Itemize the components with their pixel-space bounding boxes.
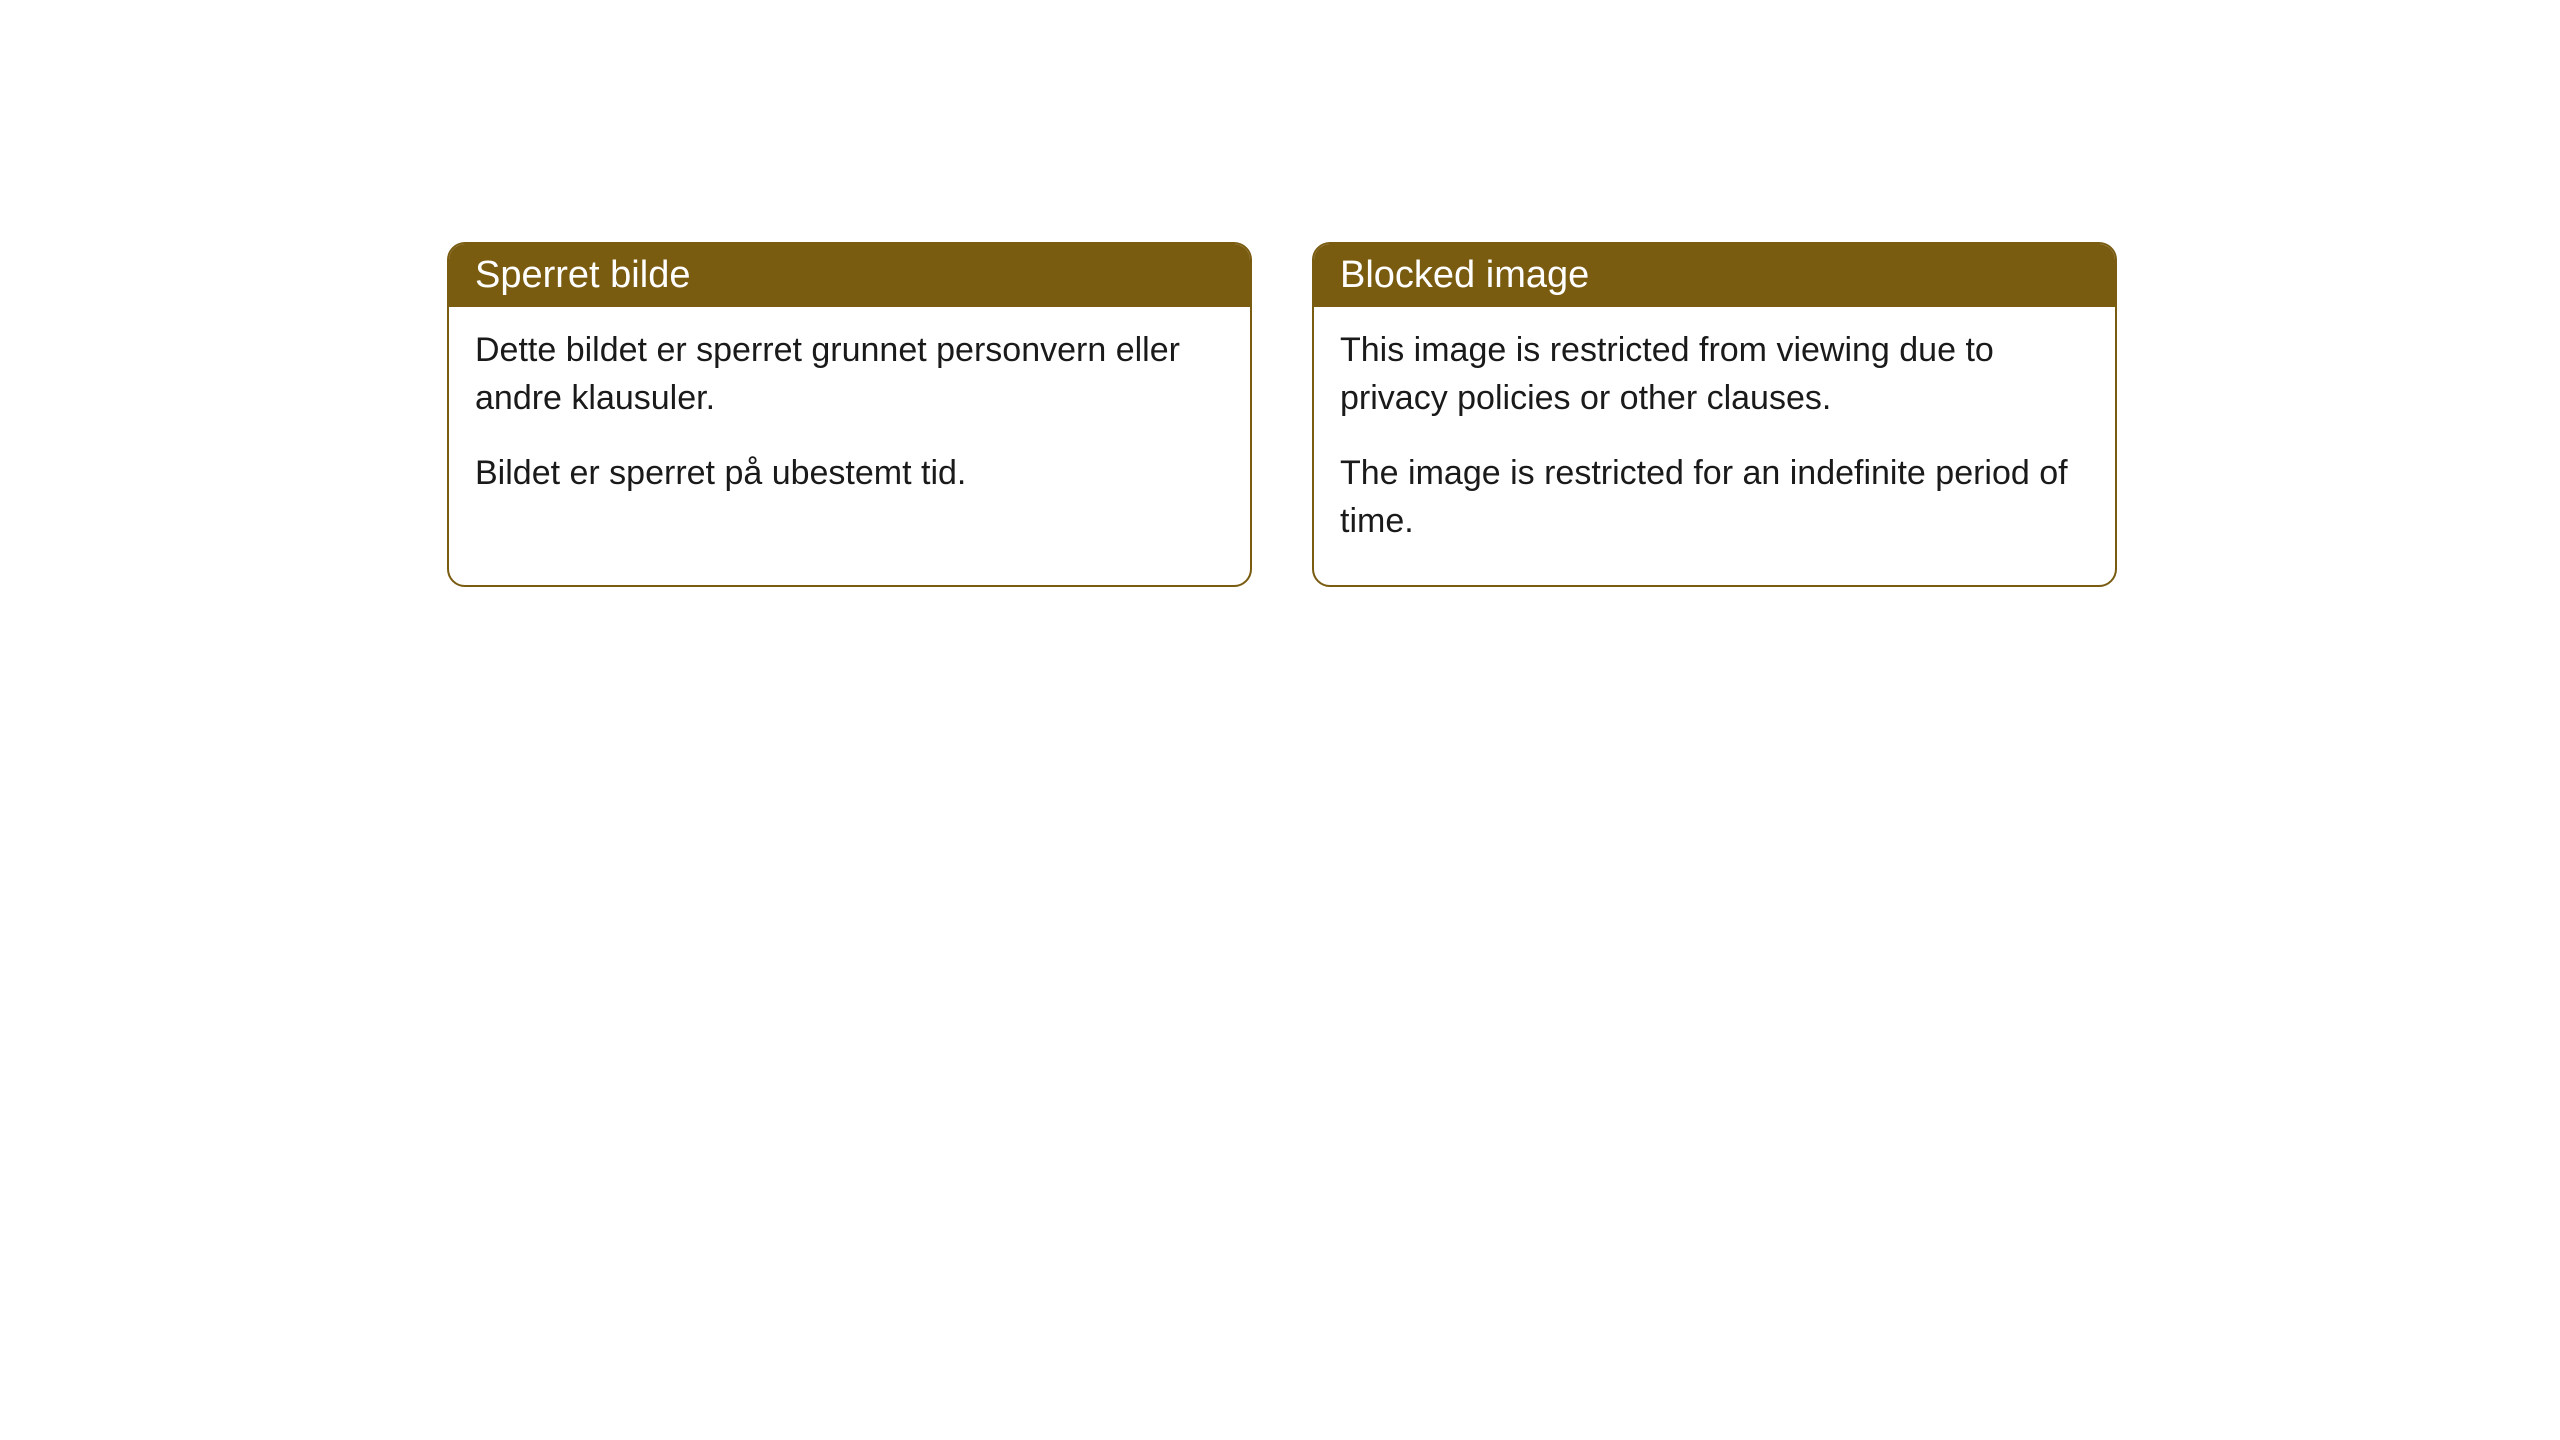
card-body: This image is restricted from viewing du… (1314, 307, 2115, 585)
card-title: Blocked image (1340, 254, 1589, 296)
blocked-image-card-english: Blocked image This image is restricted f… (1312, 242, 2117, 587)
blocked-image-card-norwegian: Sperret bilde Dette bildet er sperret gr… (447, 242, 1252, 587)
card-paragraph-2: The image is restricted for an indefinit… (1340, 450, 2089, 545)
card-paragraph-2: Bildet er sperret på ubestemt tid. (475, 450, 1224, 498)
card-title: Sperret bilde (475, 254, 690, 296)
card-body: Dette bildet er sperret grunnet personve… (449, 307, 1250, 538)
card-paragraph-1: Dette bildet er sperret grunnet personve… (475, 327, 1224, 422)
notice-cards-container: Sperret bilde Dette bildet er sperret gr… (447, 242, 2560, 587)
card-paragraph-1: This image is restricted from viewing du… (1340, 327, 2089, 422)
card-header: Blocked image (1314, 244, 2115, 307)
card-header: Sperret bilde (449, 244, 1250, 307)
